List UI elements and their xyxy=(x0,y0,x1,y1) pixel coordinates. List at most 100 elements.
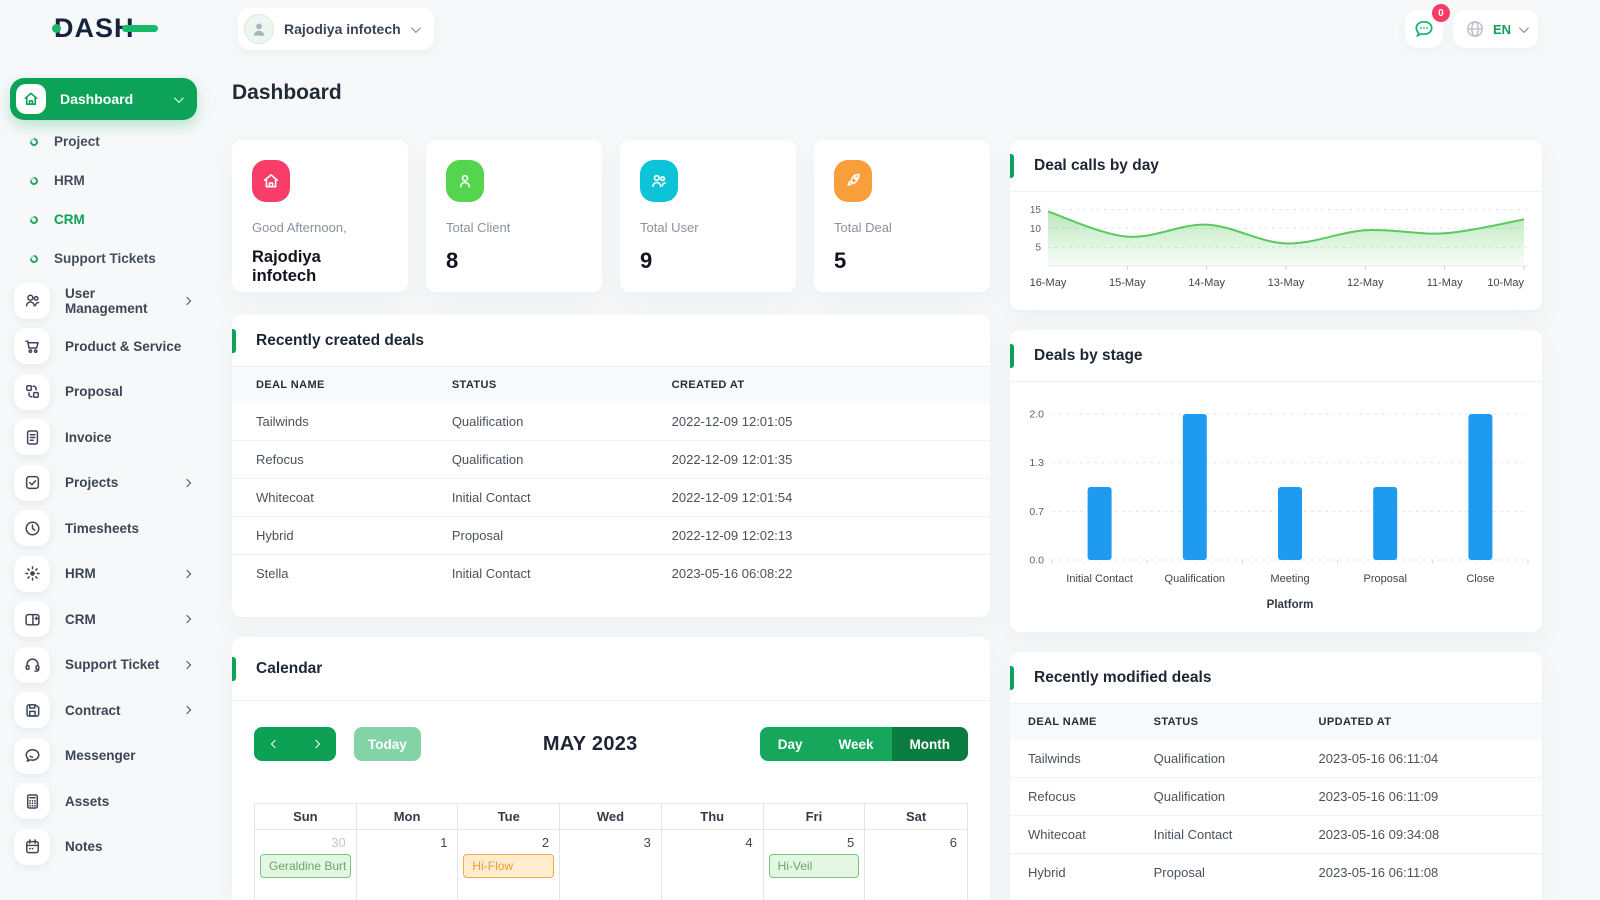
rocket-icon xyxy=(834,160,872,202)
sidebar-item-label: Notes xyxy=(65,839,103,855)
calendar-day-cell[interactable]: 6 xyxy=(865,830,967,900)
calendar-day-cell[interactable]: 30 Geraldine Burt xyxy=(255,830,357,900)
card-header: Deals by stage xyxy=(1010,330,1542,382)
sidebar-item-hrm[interactable]: HRM xyxy=(0,551,216,597)
sidebar-item-messenger[interactable]: Messenger xyxy=(0,733,216,779)
calendar-next-button[interactable] xyxy=(295,727,336,761)
chevron-right-icon xyxy=(182,615,192,624)
calendar-day-header-wed: Wed xyxy=(560,804,662,830)
table-cell: Refocus xyxy=(232,440,452,479)
svg-text:10: 10 xyxy=(1030,224,1042,235)
sidebar-item-invoice[interactable]: Invoice xyxy=(0,415,216,461)
user-icon xyxy=(446,160,484,202)
stat-label: Total User xyxy=(640,220,699,235)
svg-text:2.0: 2.0 xyxy=(1029,409,1044,421)
calendar-event-geraldine-burt[interactable]: Geraldine Burt xyxy=(260,854,351,878)
calendar-today-button[interactable]: Today xyxy=(354,727,421,761)
sidebar-sub-list: Project HRM CRM Support Tickets xyxy=(0,122,216,278)
clock-icon xyxy=(14,510,50,547)
sidebar-subitem-hrm[interactable]: HRM xyxy=(0,161,216,200)
sidebar-item-proposal[interactable]: Proposal xyxy=(0,369,216,415)
calendar-day-cell[interactable]: 3 xyxy=(560,830,662,900)
calendar-event-hi-flow[interactable]: Hi-Flow xyxy=(463,854,555,878)
page-title: Dashboard xyxy=(232,81,342,104)
accent-bar xyxy=(232,656,236,681)
stat-label: Good Afternoon, xyxy=(252,220,347,235)
card-title: Recently created deals xyxy=(256,331,425,349)
table-row: Hybrid Proposal 2023-05-16 06:11:08 xyxy=(1010,853,1542,891)
calendar-date-number: 5 xyxy=(847,835,855,850)
svg-text:16-May: 16-May xyxy=(1030,277,1067,289)
tasks-icon xyxy=(14,464,50,501)
sidebar-item-notes[interactable]: Notes xyxy=(0,824,216,870)
calendar-view-week-button[interactable]: Week xyxy=(820,727,892,761)
calendar-day-cell[interactable]: 4 xyxy=(662,830,764,900)
stat-value: Rajodiya infotech xyxy=(252,248,321,285)
sidebar-item-label: Assets xyxy=(65,793,110,809)
sidebar-item-contract[interactable]: Contract xyxy=(0,688,216,734)
sidebar-item-label: Contract xyxy=(65,702,121,718)
calendar-grid: Sun Mon Tue Wed Thu Fri Sat 30 Geraldine Burt 1 2… xyxy=(254,803,968,900)
table-cell: Qualification xyxy=(1153,777,1319,816)
home-icon xyxy=(252,160,290,202)
headset-icon xyxy=(14,646,50,683)
sidebar-subitem-label: CRM xyxy=(54,212,85,227)
sidebar-item-dashboard[interactable]: Dashboard xyxy=(10,78,197,120)
sidebar-item-assets[interactable]: Assets xyxy=(0,779,216,825)
stat-value: 5 xyxy=(834,248,847,273)
calendar-date-number: 4 xyxy=(745,835,753,850)
table-cell: Initial Contact xyxy=(451,478,672,517)
bar-chart: 0.0 0.7 1.3 2.0 Initial Contact Qualification… xyxy=(1010,382,1542,632)
calendar-day-cell[interactable]: 2 Hi-Flow xyxy=(458,830,561,900)
sidebar-item-product-service[interactable]: Product & Service xyxy=(0,324,216,370)
bullet-icon xyxy=(28,252,40,265)
language-selector[interactable]: EN xyxy=(1452,10,1538,48)
chat-bubble-icon xyxy=(1415,20,1433,38)
card-header: Calendar xyxy=(232,637,990,701)
calendar-day-header-mon: Mon xyxy=(356,804,459,830)
sidebar-item-label: Invoice xyxy=(65,429,112,445)
table-cell: Initial Contact xyxy=(1153,815,1319,854)
recently-created-deals-card: Recently created deals DEAL NAME STATUS CR… xyxy=(232,315,990,617)
svg-text:1.3: 1.3 xyxy=(1029,457,1044,469)
sidebar-item-projects[interactable]: Projects xyxy=(0,460,216,506)
sidebar-item-label: Proposal xyxy=(65,384,123,400)
calendar-event-hi-veil[interactable]: Hi-Veil xyxy=(768,854,860,878)
transfer-icon xyxy=(14,373,50,410)
sidebar-item-crm[interactable]: CRM xyxy=(0,597,216,643)
table-cell: 2023-05-16 06:11:04 xyxy=(1318,751,1439,766)
calendar-month-title: MAY 2023 xyxy=(542,732,638,755)
table-cell: 2022-12-09 12:01:54 xyxy=(671,478,990,517)
column-header-deal-name: DEAL NAME xyxy=(1010,704,1154,740)
calendar-prev-button[interactable] xyxy=(254,727,295,761)
sidebar-subitem-support-tickets[interactable]: Support Tickets xyxy=(0,239,216,278)
sidebar-item-user-management[interactable]: User Management xyxy=(0,278,216,324)
stat-card-total-user: Total User 9 xyxy=(620,140,796,292)
card-icon xyxy=(14,601,50,638)
sidebar-subitem-crm[interactable]: CRM xyxy=(0,200,216,239)
calendar-view-month-button[interactable]: Month xyxy=(891,727,968,761)
calendar-card: Calendar Today MAY 2023 Day Week Month Sun… xyxy=(232,637,990,900)
calendar-view-day-button[interactable]: Day xyxy=(759,727,821,761)
notifications-button[interactable]: 0 xyxy=(1404,4,1450,48)
workspace-avatar xyxy=(244,14,274,44)
table-row: Refocus Qualification 2023-05-16 06:11:09 xyxy=(1010,777,1542,816)
workspace-selector[interactable]: Rajodiya infotech xyxy=(238,8,434,50)
created-deals-table: DEAL NAME STATUS CREATED AT Tailwinds Quali… xyxy=(232,367,990,592)
sidebar-item-support-ticket[interactable]: Support Ticket xyxy=(0,642,216,688)
column-header-updated-at: UPDATED AT xyxy=(1318,704,1542,740)
svg-text:Initial Contact: Initial Contact xyxy=(1066,573,1133,585)
calendar-day-header-sun: Sun xyxy=(255,804,357,830)
language-code: EN xyxy=(1492,21,1511,37)
calendar-day-cell[interactable]: 1 xyxy=(357,830,459,900)
chevron-right-icon xyxy=(182,706,192,715)
right-column: Deal calls by day 5 10 15 16-May 15-May 14-Ma… xyxy=(1010,140,1542,900)
save-icon xyxy=(14,692,50,729)
table-row: Whitecoat Initial Contact 2023-05-16 09:34… xyxy=(1010,815,1542,854)
calendar-day-cell[interactable]: 5 Hi-Veil xyxy=(764,830,866,900)
calendar-date-number: 3 xyxy=(643,835,651,850)
calendar-date-number: 1 xyxy=(440,835,448,850)
sidebar-subitem-project[interactable]: Project xyxy=(0,122,216,161)
sidebar-item-timesheets[interactable]: Timesheets xyxy=(0,506,216,552)
calendar-day-header-thu: Thu xyxy=(661,804,764,830)
